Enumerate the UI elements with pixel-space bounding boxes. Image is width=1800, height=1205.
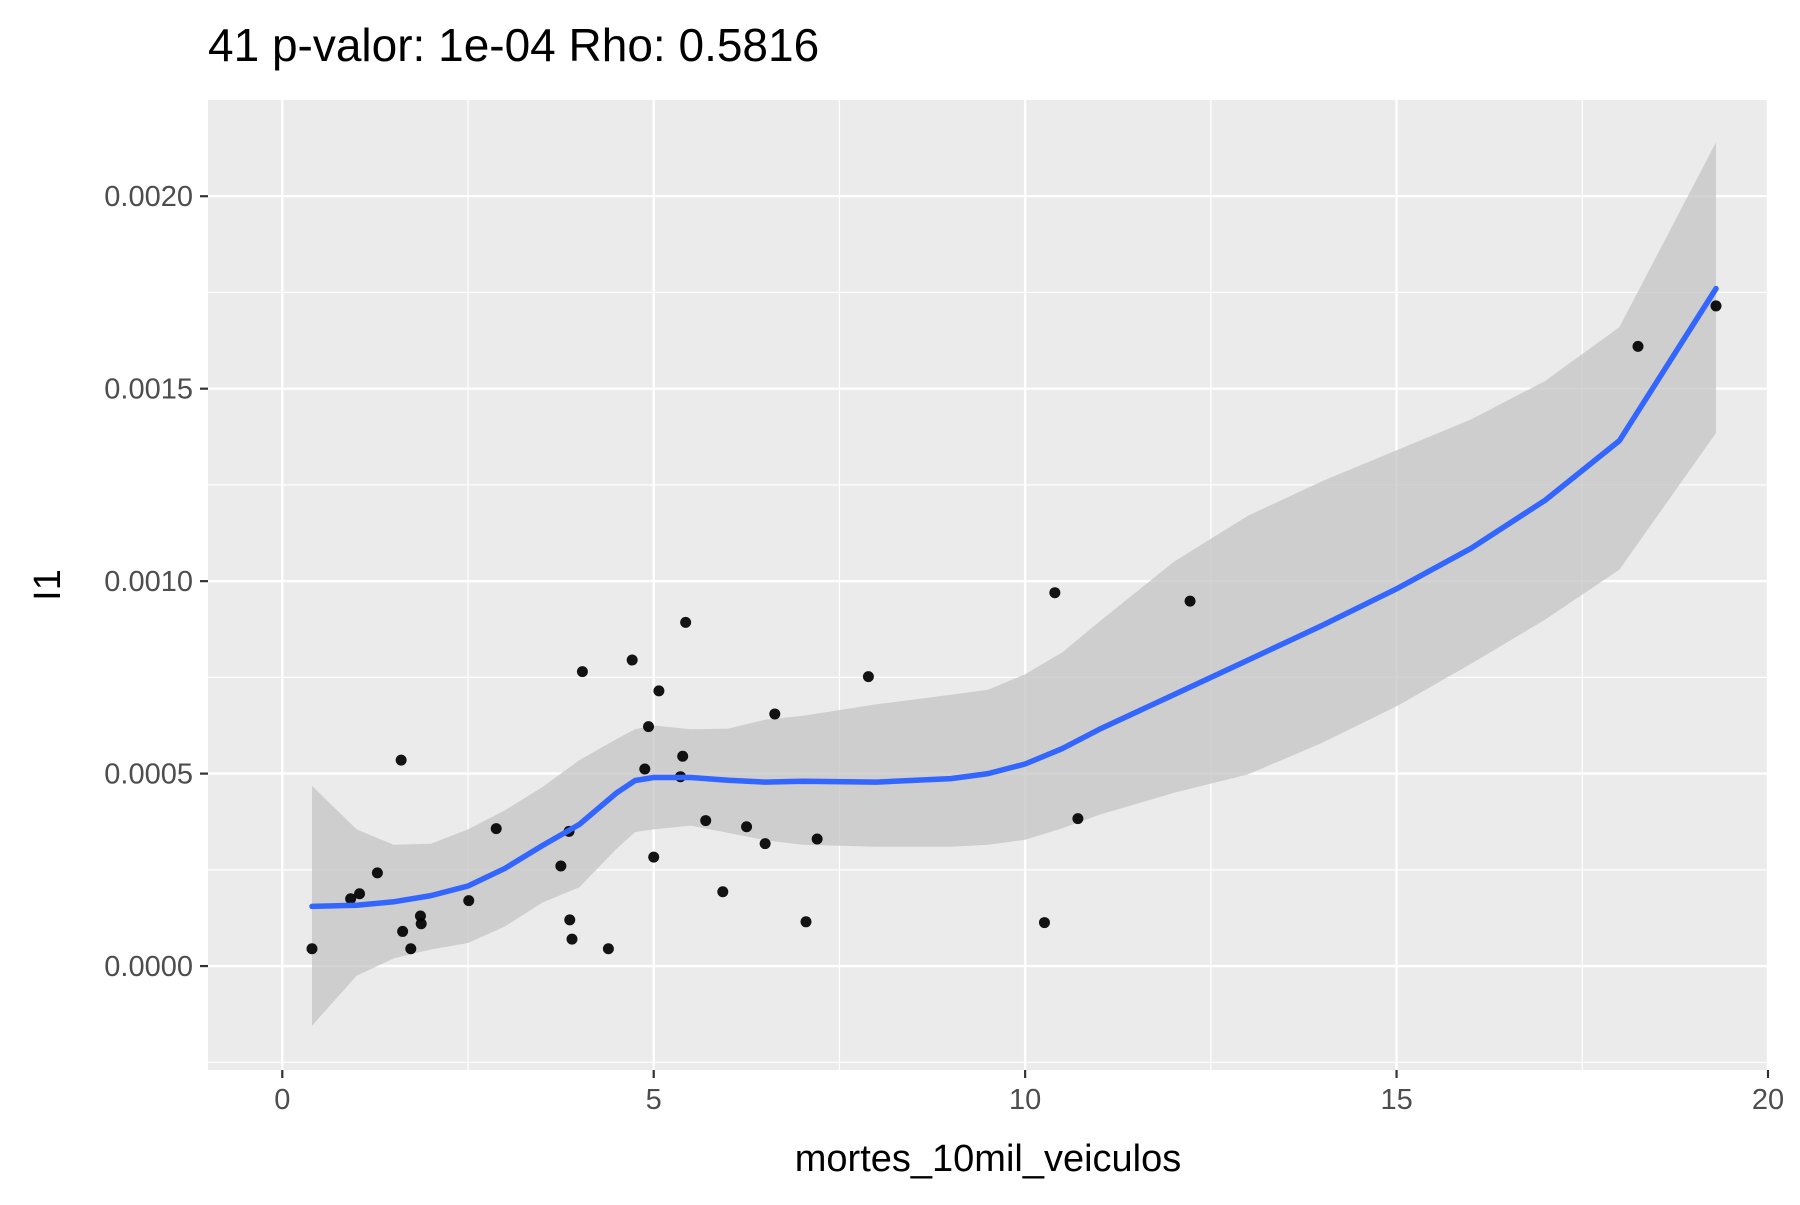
data-point xyxy=(759,838,771,850)
x-tick-label: 20 xyxy=(1752,1084,1784,1116)
data-point xyxy=(741,821,753,833)
data-point xyxy=(555,860,567,872)
data-point xyxy=(490,823,502,835)
data-point xyxy=(602,943,614,955)
data-point xyxy=(395,754,407,766)
smooth-trend-line xyxy=(309,285,1719,910)
data-point xyxy=(862,671,874,683)
y-tick-label: 0.0010 xyxy=(104,566,193,598)
data-point xyxy=(626,654,638,666)
data-point xyxy=(354,888,366,900)
data-point xyxy=(345,893,357,905)
data-point xyxy=(639,763,651,775)
data-point xyxy=(1632,340,1644,352)
x-axis: 0 5 10 15 20 xyxy=(274,1070,1784,1116)
data-point xyxy=(700,815,712,827)
data-point xyxy=(1710,300,1722,312)
data-point xyxy=(463,895,475,907)
chart-title: 41 p-valor: 1e-04 Rho: 0.5816 xyxy=(208,19,819,71)
data-point xyxy=(566,933,578,945)
data-point xyxy=(648,851,660,863)
data-point xyxy=(800,916,812,928)
data-point xyxy=(371,867,383,879)
x-tick-label: 10 xyxy=(1009,1084,1041,1116)
data-point xyxy=(1184,595,1196,607)
data-point xyxy=(415,918,427,930)
y-tick-label: 0.0005 xyxy=(104,759,193,791)
data-point xyxy=(564,914,576,926)
y-axis-title: I1 xyxy=(27,569,69,601)
data-point xyxy=(306,943,318,955)
x-tick-label: 5 xyxy=(646,1084,662,1116)
data-point xyxy=(769,708,781,720)
y-tick-label: 0.0020 xyxy=(104,181,193,213)
data-point xyxy=(1049,587,1061,599)
data-point xyxy=(1072,813,1084,825)
confidence-band xyxy=(312,142,1716,1026)
data-point xyxy=(643,721,655,733)
data-point xyxy=(680,616,692,628)
data-point xyxy=(653,685,665,697)
y-axis: 0.0000 0.0005 0.0010 0.0015 0.0020 xyxy=(104,181,208,983)
x-tick-label: 0 xyxy=(274,1084,290,1116)
data-point xyxy=(1038,917,1050,929)
x-tick-label: 15 xyxy=(1380,1084,1412,1116)
data-point xyxy=(405,943,417,955)
data-point xyxy=(576,666,588,678)
data-point xyxy=(811,833,823,845)
data-point xyxy=(717,886,729,898)
x-axis-title: mortes_10mil_veiculos xyxy=(795,1138,1182,1180)
major-gridlines xyxy=(208,100,1770,1070)
data-point xyxy=(677,750,689,762)
y-tick-label: 0.0015 xyxy=(104,374,193,406)
data-point xyxy=(397,925,409,937)
y-tick-label: 0.0000 xyxy=(104,951,193,983)
